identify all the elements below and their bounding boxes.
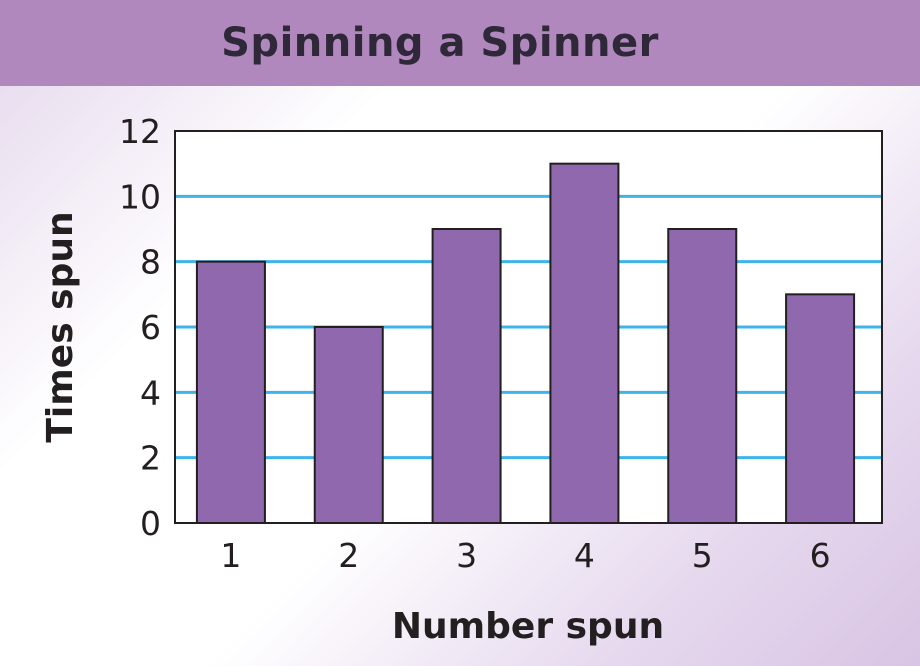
x-tick-label: 6 [810,536,831,575]
y-tick-label: 12 [119,112,161,151]
plot-frame [174,130,883,524]
bar-2 [313,326,384,524]
x-tick-label: 1 [220,536,241,575]
bar-5 [667,228,738,524]
y-tick-label: 0 [140,504,161,543]
bar-4 [549,162,620,525]
bar-1 [195,260,266,524]
y-tick-label: 8 [140,243,161,282]
y-tick-label: 10 [119,177,161,216]
y-tick-label: 6 [140,308,161,347]
title-bar: Spinning a Spinner [0,0,920,86]
x-tick-label: 5 [692,536,713,575]
x-tick-label: 3 [456,536,477,575]
x-tick-label: 2 [338,536,359,575]
bar-6 [785,293,856,525]
y-tick-label: 4 [140,373,161,412]
y-tick-label: 2 [140,439,161,478]
x-axis-label: Number spun [392,606,664,647]
y-axis-label: Times spun [40,211,81,442]
bar-3 [431,228,502,524]
chart-title: Spinning a Spinner [221,20,659,66]
x-tick-label: 4 [574,536,595,575]
